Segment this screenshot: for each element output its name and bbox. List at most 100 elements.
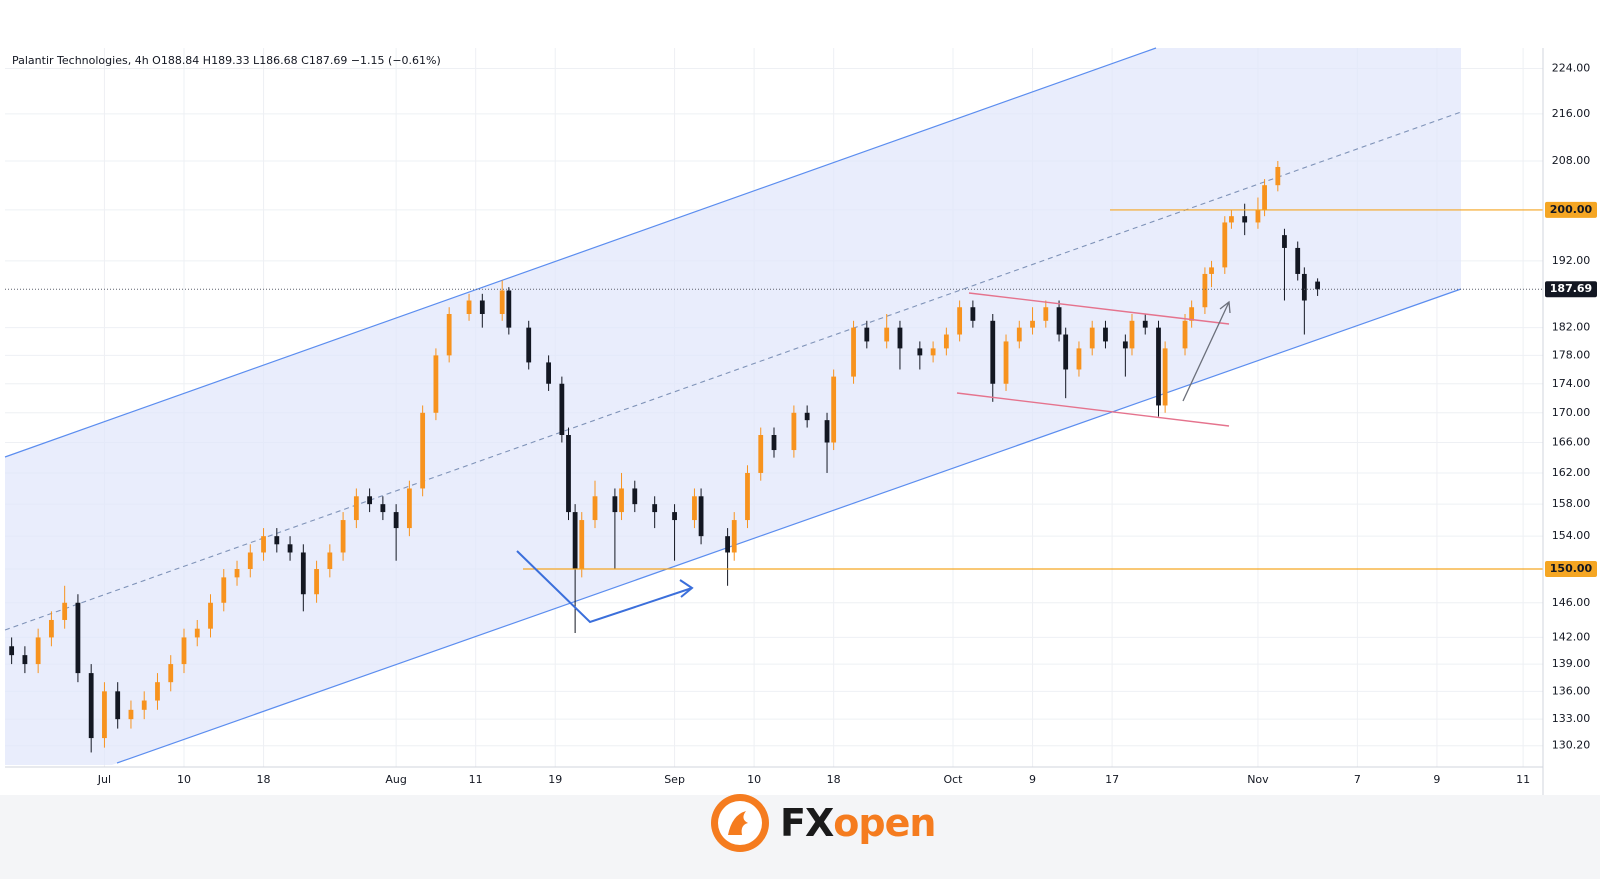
candle-body <box>1282 235 1287 248</box>
candle-body <box>221 577 227 603</box>
y-tick-label: 139.00 <box>1552 657 1591 670</box>
brand-logo: FXopen <box>711 794 936 852</box>
logo-glyph <box>728 811 748 835</box>
x-tick-label: 17 <box>1105 773 1119 786</box>
candle-body <box>930 348 936 356</box>
candle-body <box>208 602 213 629</box>
candle-body <box>380 504 386 513</box>
candle-body <box>1182 320 1188 349</box>
candle-body <box>612 496 618 513</box>
trend-arrow <box>1182 301 1230 402</box>
x-tick-label: 7 <box>1354 773 1361 786</box>
price-level-box <box>1545 561 1597 578</box>
candle-body <box>1262 185 1267 210</box>
x-tick-label: 11 <box>469 773 483 786</box>
y-tick-label: 146.00 <box>1552 596 1591 609</box>
candle-body <box>155 682 160 701</box>
candle-body <box>758 435 764 473</box>
candle-body <box>102 691 107 739</box>
candle-body <box>692 496 697 521</box>
candle-body <box>234 569 240 578</box>
zigzag-arrow <box>516 550 693 624</box>
y-tick-label: 162.00 <box>1552 466 1591 479</box>
candle-body <box>791 412 797 451</box>
candle-body <box>572 512 578 570</box>
y-tick-label: 208.00 <box>1552 154 1591 167</box>
candle-body <box>1295 247 1301 274</box>
marks <box>5 160 1543 753</box>
candle-body <box>88 673 94 739</box>
candle-body <box>115 691 121 720</box>
candle-body <box>1209 267 1214 274</box>
y-tick-label: 192.00 <box>1552 254 1591 267</box>
candle-body <box>745 472 750 521</box>
candle-body <box>943 334 949 349</box>
candle-body <box>274 536 280 545</box>
candle-body <box>957 307 963 335</box>
y-tick-label: 130.20 <box>1552 739 1591 752</box>
candle-body <box>824 420 830 443</box>
candle-body <box>1076 348 1082 370</box>
candle-body <box>49 619 54 638</box>
candle-body <box>1156 327 1161 406</box>
candle-body <box>433 355 439 413</box>
candle-body <box>990 320 996 384</box>
candle-body <box>731 520 737 553</box>
candle-body <box>526 327 532 363</box>
y-tick-label: 133.00 <box>1552 712 1591 725</box>
candle-body <box>300 552 306 595</box>
candle-body <box>22 655 28 665</box>
candle-body <box>884 327 890 342</box>
y-tick-label: 142.00 <box>1552 630 1591 643</box>
y-tick-label: 174.00 <box>1552 377 1591 390</box>
candle-body <box>393 512 399 529</box>
candle-body <box>9 646 15 656</box>
y-tick-label: 216.00 <box>1552 107 1591 120</box>
candle-body <box>619 488 624 513</box>
last-price-box <box>1545 281 1597 298</box>
candle-body <box>1242 216 1248 223</box>
price-level-label: 150.00 <box>1550 562 1593 575</box>
brand-prefix: FX <box>780 801 834 845</box>
x-tick-label: Nov <box>1247 773 1269 786</box>
candle-body <box>559 383 565 436</box>
price-level-label: 200.00 <box>1550 203 1593 216</box>
candle-body <box>141 700 147 710</box>
candle-body <box>406 488 412 529</box>
channel-mid <box>4 111 1462 631</box>
y-tick-label: 154.00 <box>1552 529 1591 542</box>
candle-body <box>1202 273 1208 308</box>
candle-body <box>672 512 677 521</box>
candle-body <box>75 602 81 674</box>
candle-body <box>1275 166 1281 186</box>
candle-body <box>479 300 485 314</box>
candle-body <box>353 496 359 521</box>
candle-body <box>1189 307 1195 321</box>
trend-arrowhead <box>1219 300 1231 314</box>
x-tick-label: 18 <box>827 773 841 786</box>
wedge-upper <box>968 292 1230 325</box>
candle-body <box>466 300 472 314</box>
y-tick-label: 136.00 <box>1552 684 1591 697</box>
x-tick-label: Aug <box>385 773 406 786</box>
candle-body <box>831 376 837 443</box>
candle-body <box>181 637 187 665</box>
x-tick-label: 18 <box>257 773 271 786</box>
candle-body <box>851 327 856 377</box>
candle-body <box>1030 320 1035 328</box>
candle-body <box>864 327 870 342</box>
x-tick-label: 19 <box>548 773 562 786</box>
candle-body <box>499 290 505 314</box>
candle-body <box>327 552 333 570</box>
candle-body <box>725 536 730 553</box>
candle-body <box>420 412 426 489</box>
candle-body <box>652 504 658 513</box>
candle-body <box>35 637 41 665</box>
x-tick-label: 9 <box>1029 773 1036 786</box>
candle-body <box>194 628 200 638</box>
x-tick-label: 10 <box>747 773 761 786</box>
candle-body <box>546 362 552 384</box>
candle-body <box>897 327 903 349</box>
